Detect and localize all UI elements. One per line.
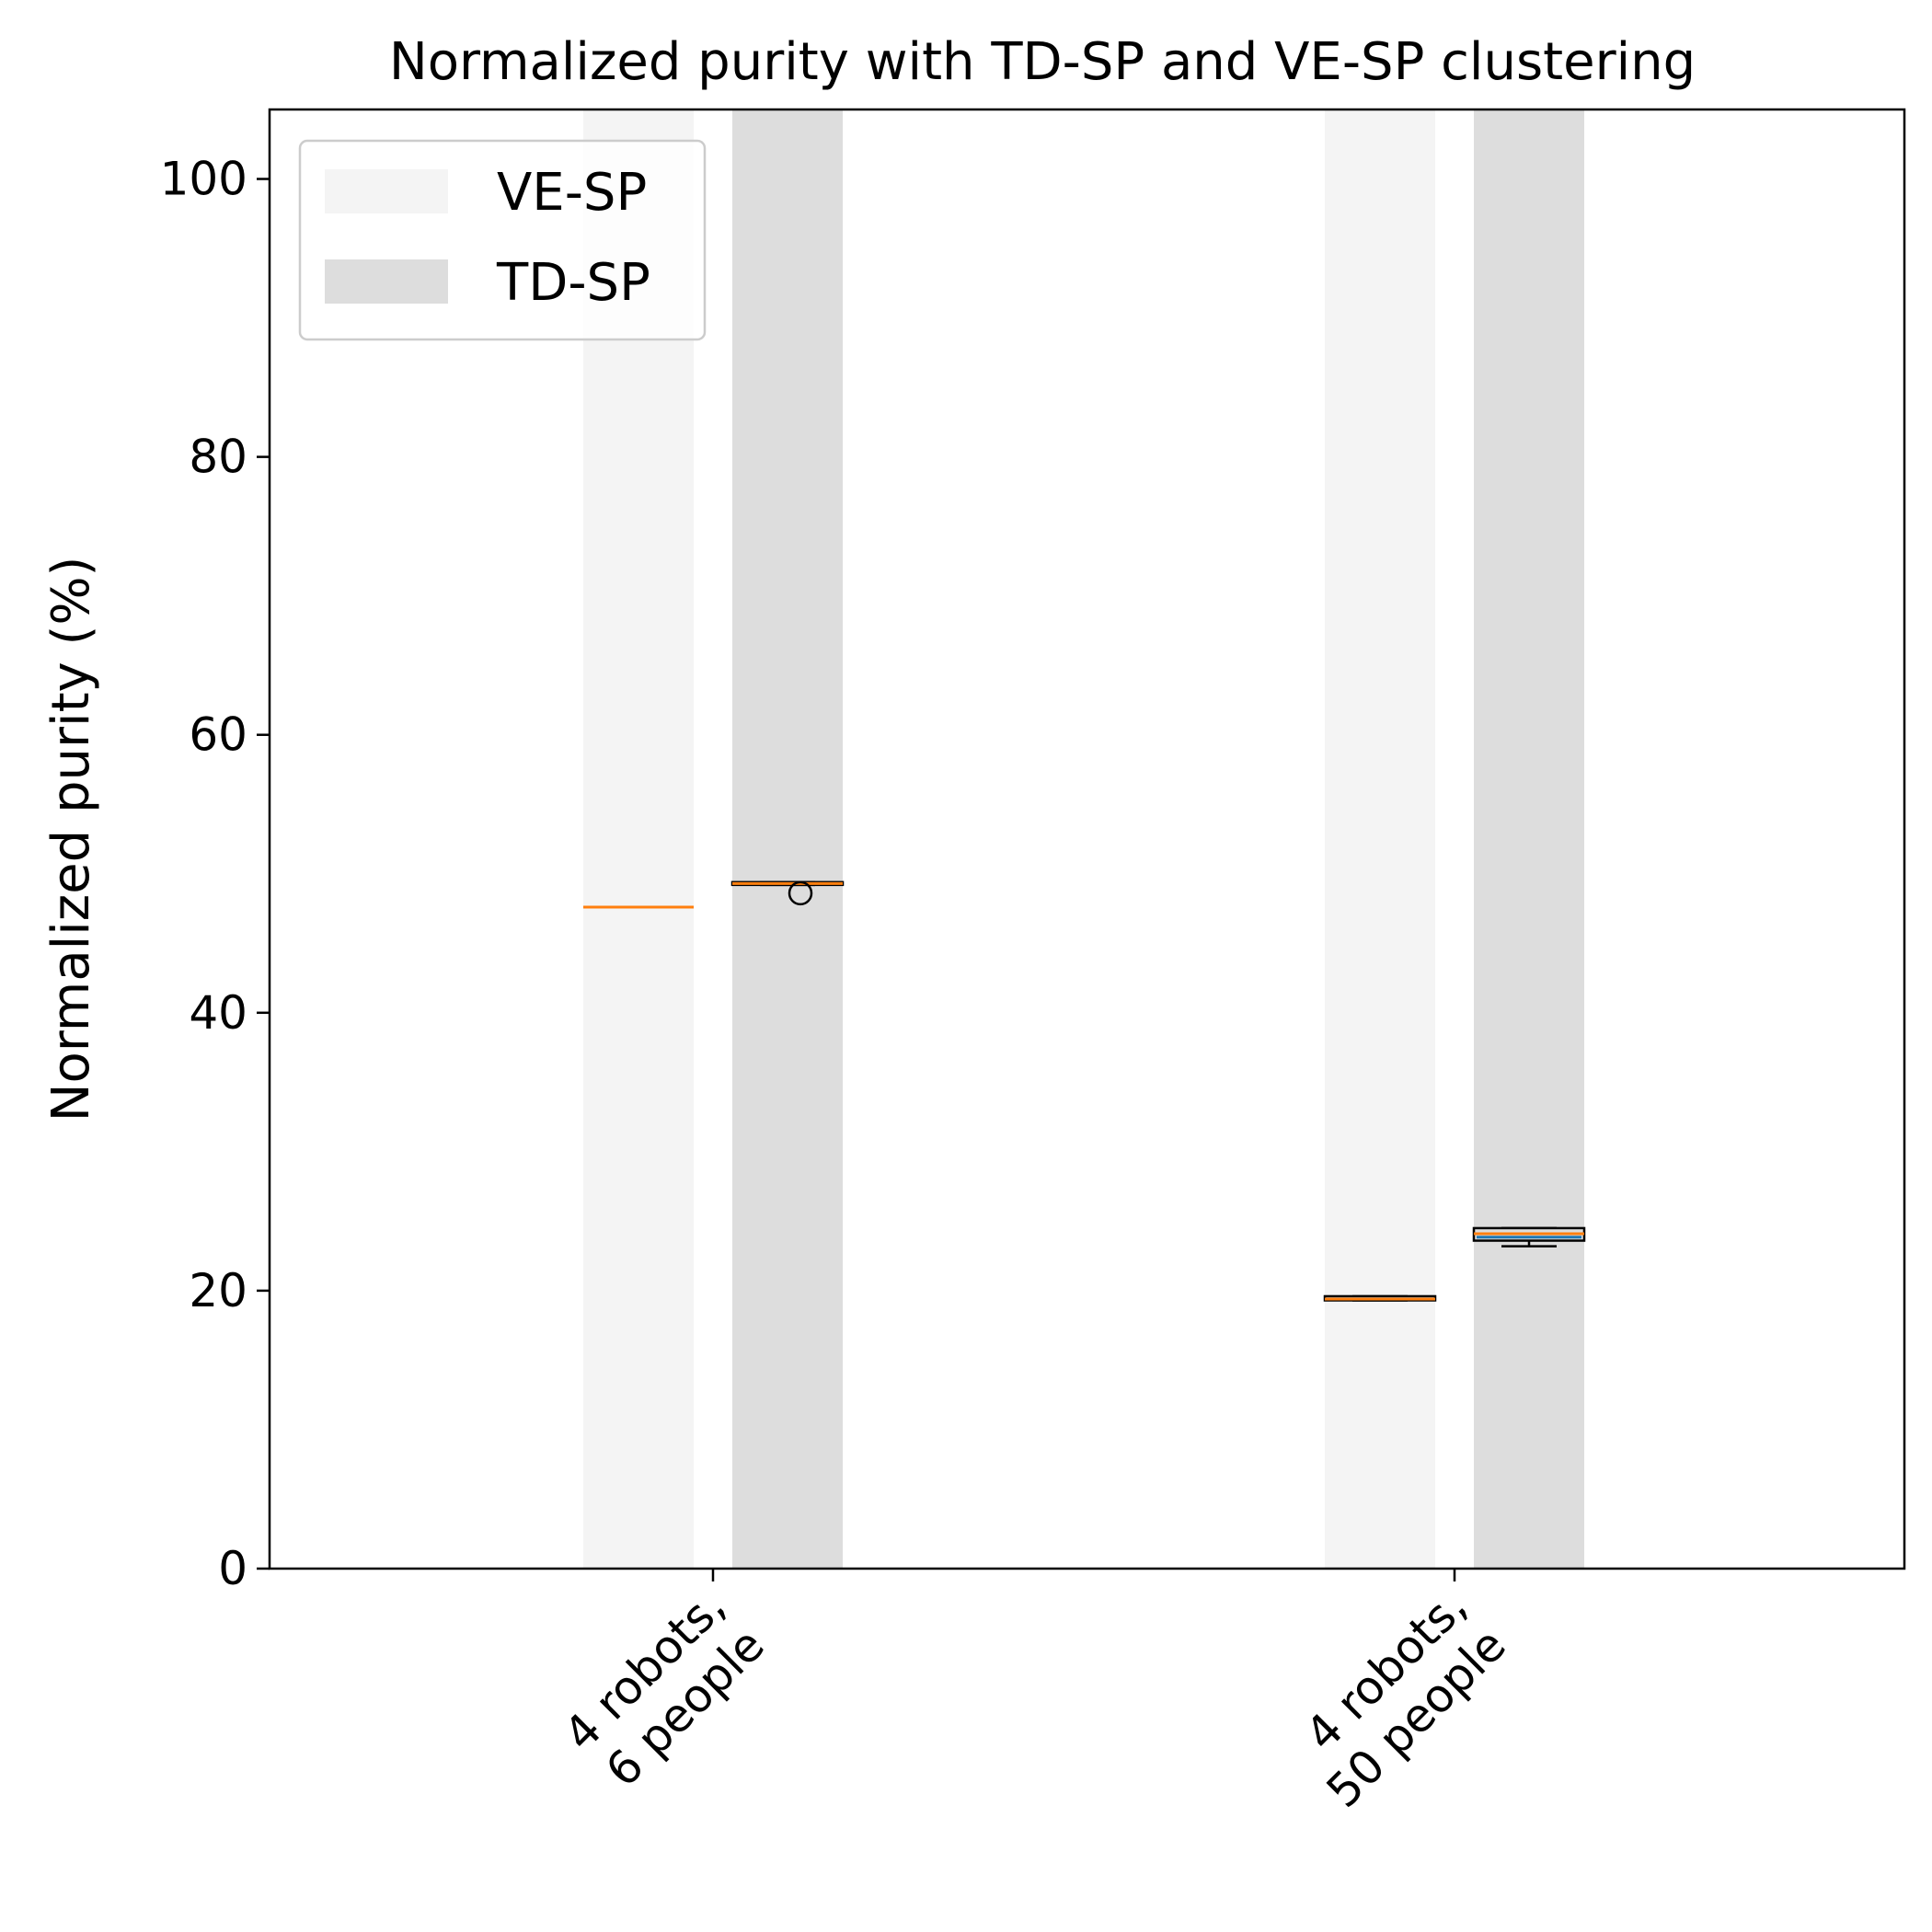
x-tick-label: 4 robots,50 people xyxy=(1277,1579,1516,1818)
band-ve-sp-2 xyxy=(1325,109,1435,1569)
y-tick-label: 80 xyxy=(189,431,247,484)
y-axis-label: Normalized purity (%) xyxy=(41,557,101,1122)
y-axis: 0 20 40 60 80 100 xyxy=(160,153,270,1595)
y-tick-label: 20 xyxy=(189,1264,247,1317)
legend-swatch-ve-sp xyxy=(325,169,448,213)
outlier-point xyxy=(788,880,813,906)
band-ve-sp-1 xyxy=(583,109,694,1569)
chart-title: Normalized purity with TD-SP and VE-SP c… xyxy=(389,32,1696,92)
x-axis: 4 robots,6 people 4 robots,50 people xyxy=(554,1569,1516,1818)
box-td-sp-1 xyxy=(730,880,845,906)
legend-swatch-td-sp xyxy=(325,259,448,304)
box-td-sp-2 xyxy=(1472,1226,1586,1248)
x-tick-label: 4 robots,6 people xyxy=(554,1579,775,1800)
legend-label-ve-sp: VE-SP xyxy=(497,163,647,223)
band-td-sp-2 xyxy=(1474,109,1584,1569)
box-ve-sp-2 xyxy=(1323,1294,1437,1302)
legend-label-td-sp: TD-SP xyxy=(496,253,650,313)
band-td-sp-1 xyxy=(732,109,843,1569)
y-tick-label: 100 xyxy=(160,153,247,206)
y-tick-label: 0 xyxy=(218,1542,247,1595)
category-bands xyxy=(583,109,1584,1569)
plot-area-frame xyxy=(268,108,1906,1570)
y-tick-label: 40 xyxy=(189,986,247,1040)
y-tick-label: 60 xyxy=(189,708,247,762)
box-marks xyxy=(583,880,1586,1302)
legend: VE-SP TD-SP xyxy=(298,139,707,341)
